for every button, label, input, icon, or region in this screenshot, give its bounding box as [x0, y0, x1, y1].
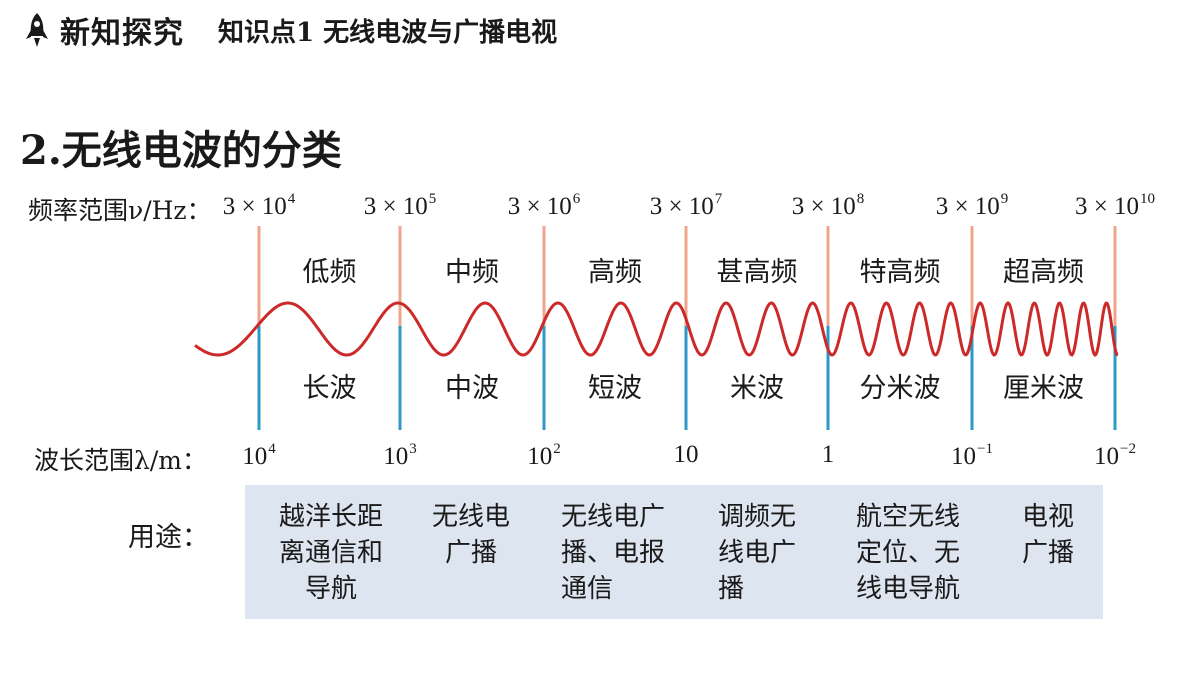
use-item: 调频无 线电广播: [718, 499, 796, 607]
frequency-tick-label: 3 × 106: [508, 191, 581, 221]
tick-exponent: 5: [428, 191, 437, 207]
tick-base: 10: [951, 443, 977, 470]
frequency-band-label: 中频: [445, 257, 499, 288]
tick-base: 3 × 10: [363, 193, 428, 220]
wavelength-tick-label: 103: [383, 441, 417, 471]
frequency-band-label: 高频: [588, 257, 642, 288]
use-item: 无线电广播、电报通信: [561, 499, 665, 607]
frequency-band-label: 特高频: [859, 257, 941, 288]
uses-panel: [245, 485, 1103, 619]
tick-base: 10: [242, 443, 268, 470]
use-item: 越洋长距离通信和导航: [279, 499, 383, 607]
tick-exponent: 9: [1000, 191, 1009, 207]
tick-exponent: 3: [409, 441, 417, 457]
rocket-icon: [26, 13, 48, 47]
use-item-line: 导航: [304, 574, 358, 604]
use-item-line: 离通信和: [278, 538, 384, 568]
tick-exponent: 7: [714, 191, 723, 207]
wavelength-tick-label: 1: [822, 441, 835, 469]
tick-exponent: 4: [268, 441, 276, 457]
tick-base: 10: [673, 441, 699, 468]
use-item-line: 调频无: [717, 502, 797, 532]
frequency-tick-label: 3 × 104: [223, 191, 296, 221]
frequency-band-label: 甚高频: [716, 257, 798, 288]
tick-exponent: 2: [553, 441, 561, 457]
tick-base: 3 × 10: [791, 193, 856, 220]
use-item-line: 通信: [560, 574, 614, 604]
use-item-line: 越洋长距: [278, 502, 384, 532]
section-title: 新知探究: [60, 16, 184, 51]
header-bar: 新知探究 知识点1 无线电波与广播电视: [24, 8, 557, 52]
use-item-line: 定位、无: [855, 538, 961, 568]
uses-label: 用途：: [128, 522, 209, 553]
frequency-range-label: 频率范围ν/Hz：: [28, 196, 212, 225]
tick-exponent: 4: [287, 191, 296, 207]
wavelength-band-label: 中波: [445, 373, 499, 404]
page-title: 2.无线电波的分类: [20, 127, 342, 174]
tick-exponent: 10: [1140, 191, 1156, 207]
wavelength-band-label: 长波: [302, 373, 357, 404]
tick-exponent: −1: [977, 441, 993, 457]
frequency-tick-label: 3 × 109: [936, 191, 1009, 221]
wavelength-band-label: 分米波: [859, 373, 941, 404]
use-item: 航空无线定位、无线电导航: [856, 499, 960, 607]
wavelength-tick-label: 102: [527, 441, 561, 471]
use-item: 无线电 广播: [432, 499, 510, 571]
use-item-line: 电视: [1021, 502, 1075, 532]
use-item-line: 无线电广: [560, 502, 666, 532]
wavelength-tick-label: 10: [674, 441, 699, 469]
topic-title: 知识点1 无线电波与广播电视: [218, 17, 558, 48]
use-item-line: 无线电: [431, 502, 511, 532]
wavelength-band-label: 短波: [588, 373, 642, 404]
frequency-tick-label: 3 × 107: [650, 191, 723, 221]
frequency-tick-label: 3 × 108: [792, 191, 865, 221]
frequency-tick-label: 3 × 105: [364, 191, 437, 221]
wavelength-tick-label: 10−2: [1094, 441, 1136, 471]
wavelength-range-label: 波长范围λ/m：: [34, 446, 207, 475]
tick-exponent: 8: [856, 191, 865, 207]
use-item-line: 航空无线: [855, 502, 961, 532]
use-item-line: 播、电报: [560, 538, 666, 568]
tick-base: 1: [821, 441, 835, 468]
tick-base: 3 × 10: [507, 193, 572, 220]
use-item-line: 广播: [444, 538, 498, 568]
radio-wave-curve: [194, 301, 1119, 358]
use-item-line: 线电导航: [855, 574, 961, 604]
frequency-tick-label: 3 × 1010: [1075, 191, 1155, 221]
wavelength-divider-lines: [257, 326, 1117, 430]
frequency-band-label: 低频: [302, 257, 357, 288]
use-item-line: 广播: [1021, 538, 1075, 568]
tick-base: 10: [527, 443, 553, 470]
frequency-divider-lines: [257, 226, 1117, 330]
tick-base: 3 × 10: [935, 193, 1000, 220]
frequency-band-label: 超高频: [1003, 257, 1084, 288]
tick-base: 10: [1094, 443, 1120, 470]
tick-exponent: −2: [1120, 441, 1136, 457]
use-item: 电视 广播: [1022, 499, 1074, 571]
tick-base: 10: [383, 443, 409, 470]
wavelength-tick-label: 10−1: [951, 441, 993, 471]
tick-base: 3 × 10: [1074, 193, 1140, 220]
tick-base: 3 × 10: [222, 193, 287, 220]
use-item-line: 播: [717, 574, 745, 604]
wavelength-band-label: 厘米波: [1003, 373, 1084, 404]
wavelength-band-label: 米波: [730, 373, 784, 404]
wavelength-tick-label: 104: [242, 441, 276, 471]
use-item-line: 线电广: [717, 538, 797, 568]
tick-exponent: 6: [572, 191, 581, 207]
tick-base: 3 × 10: [649, 193, 714, 220]
